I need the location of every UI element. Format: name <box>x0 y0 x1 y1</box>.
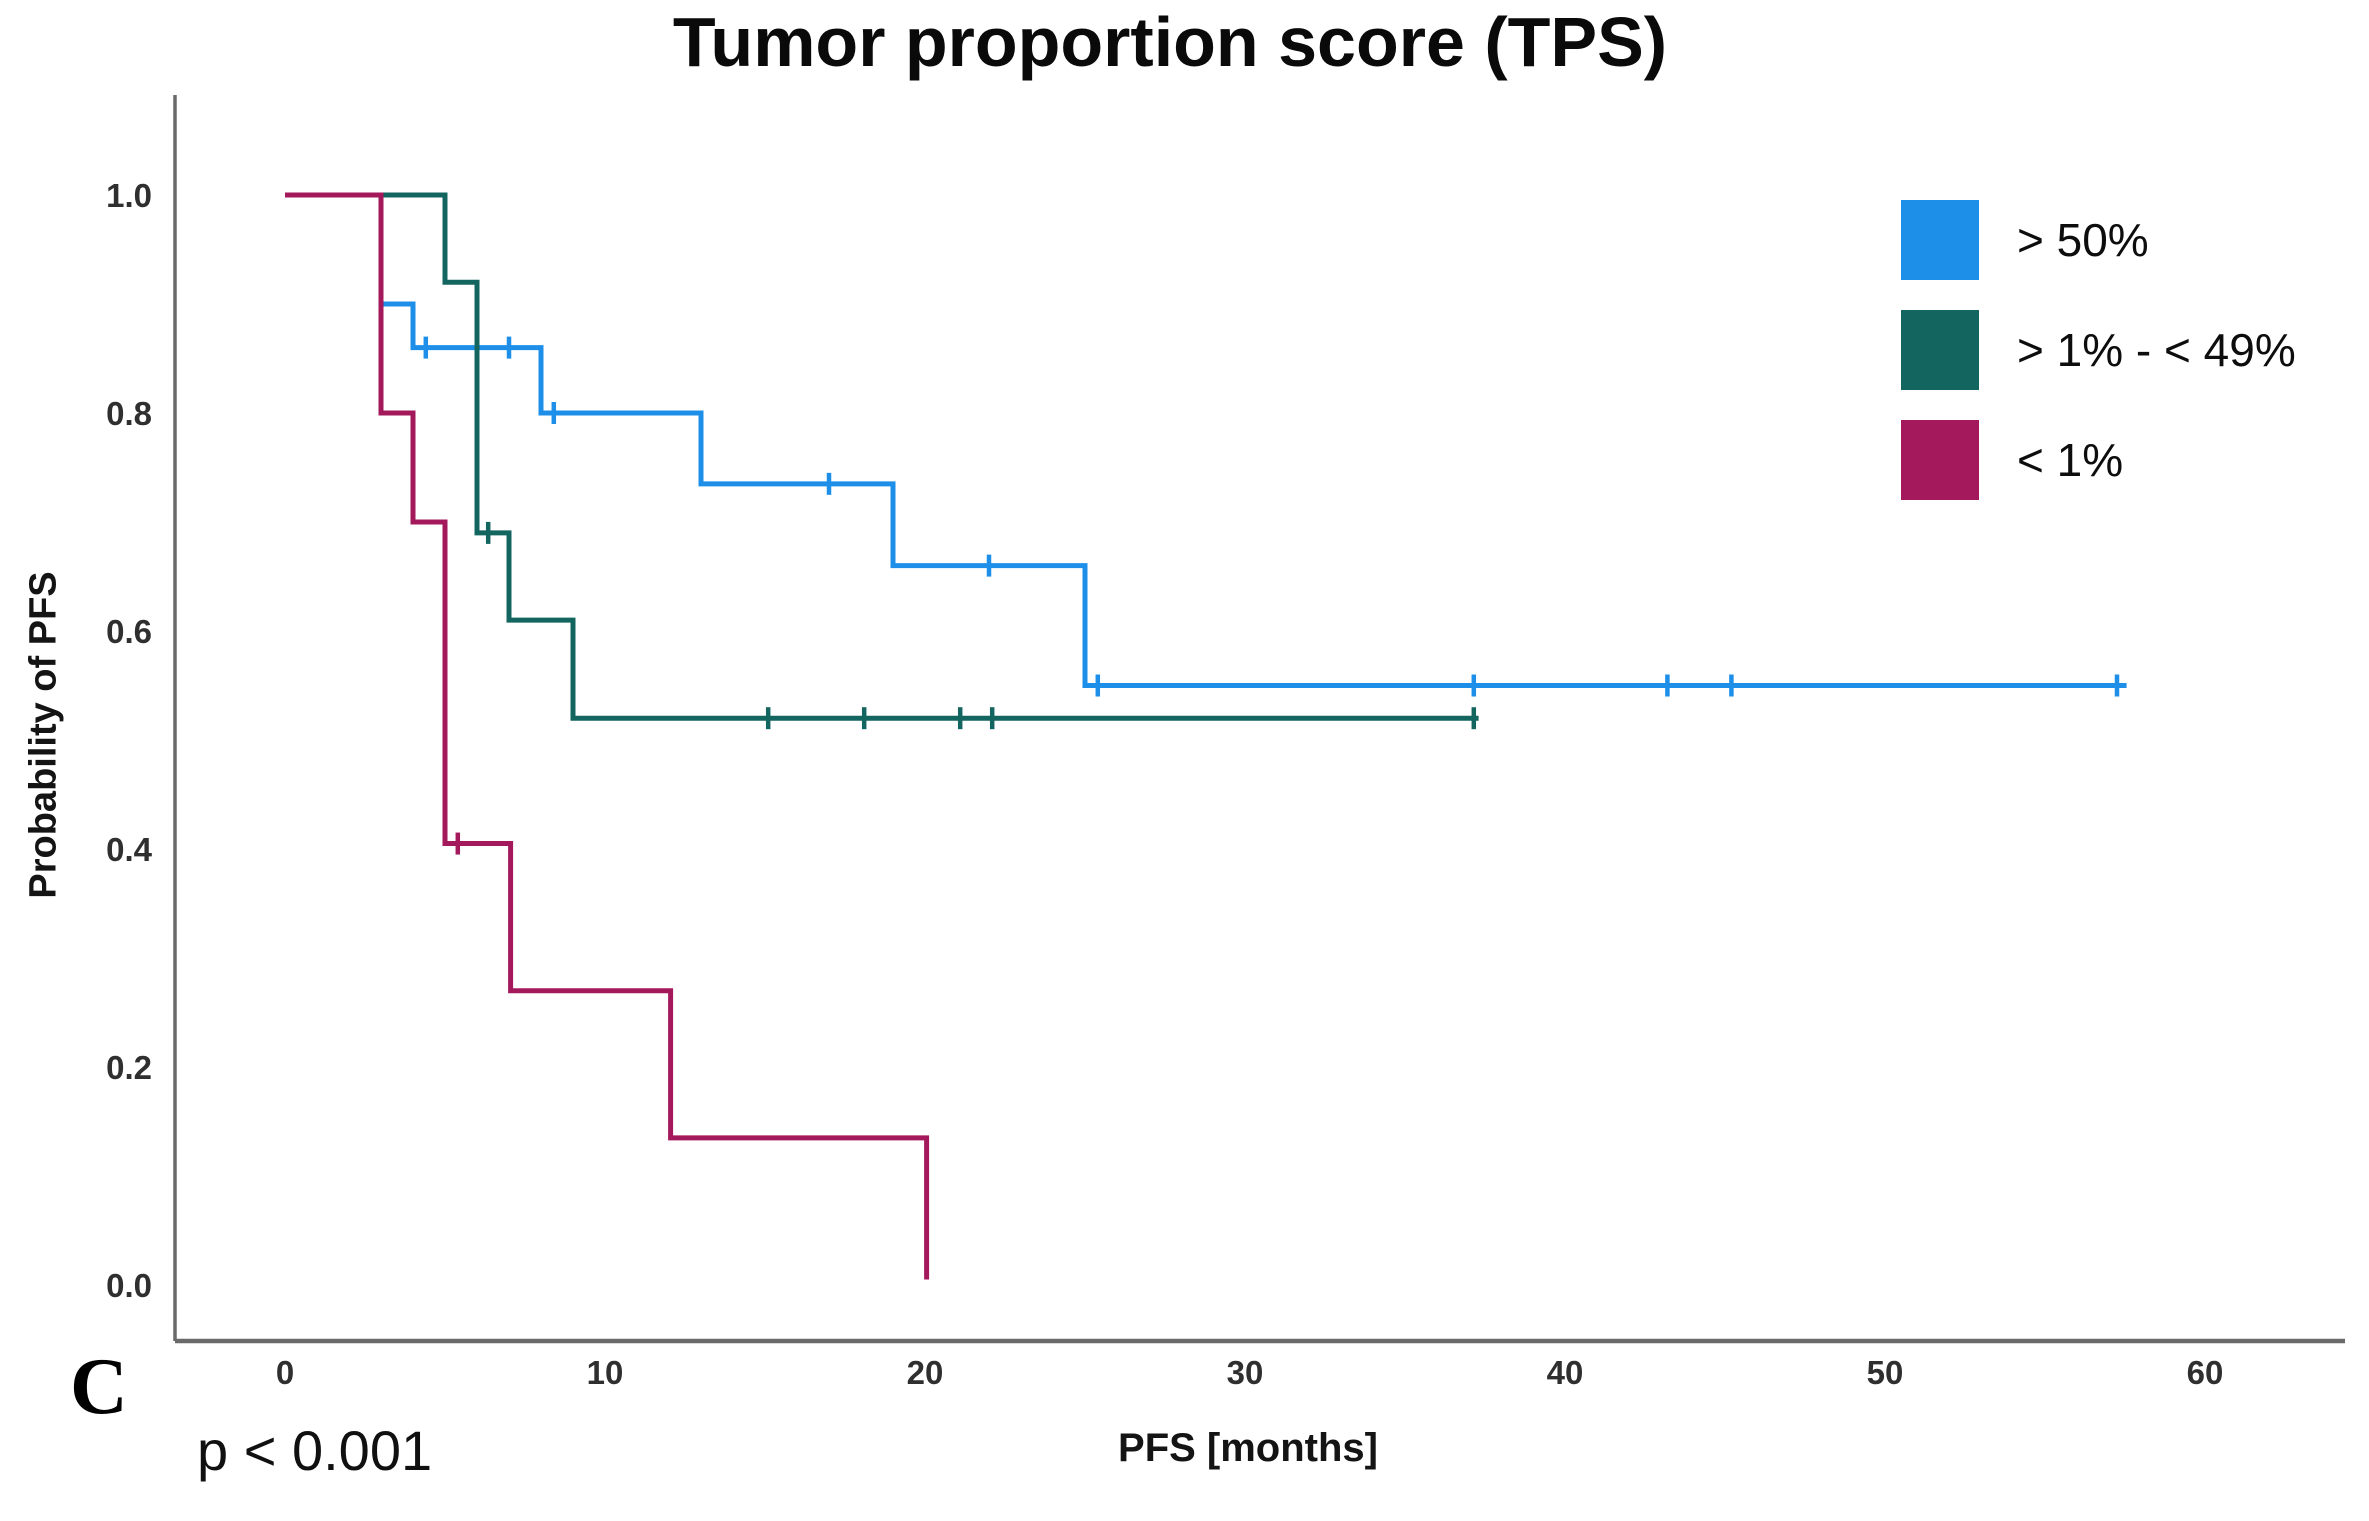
legend-item-lt1: < 1% <box>1901 420 2296 500</box>
x-tick-label: 50 <box>1867 1354 1904 1391</box>
legend-swatch-gt50 <box>1901 200 1979 280</box>
legend-label: < 1% <box>2017 434 2124 486</box>
y-tick-label: 1.0 <box>106 177 152 214</box>
panel-letter-label: C <box>70 1343 128 1431</box>
legend-item-1to49: > 1% - < 49% <box>1901 310 2296 390</box>
x-tick-label: 40 <box>1547 1354 1584 1391</box>
legend-swatch-lt1 <box>1901 420 1979 500</box>
x-tick-label: 20 <box>907 1354 944 1391</box>
legend-label: > 50% <box>2017 214 2149 266</box>
p-value-annotation: p < 0.001 <box>197 1419 433 1482</box>
km-curve-lt1 <box>285 192 930 1280</box>
y-axis-title: Probability of PFS <box>22 571 65 899</box>
legend-item-gt50: > 50% <box>1901 200 2296 280</box>
legend: > 50% > 1% - < 49% < 1% <box>1901 200 2296 500</box>
y-tick-label: 0.2 <box>106 1049 152 1086</box>
x-tick-label: 10 <box>587 1354 624 1391</box>
y-tick-label: 0.0 <box>106 1267 152 1304</box>
km-curve-1to49 <box>285 192 1479 721</box>
chart-title: Tumor proportion score (TPS) <box>672 3 1668 81</box>
x-tick-label: 30 <box>1227 1354 1264 1391</box>
km-curve-gt50 <box>285 192 2127 688</box>
x-tick-label: 60 <box>2187 1354 2224 1391</box>
y-tick-label: 0.8 <box>106 395 152 432</box>
y-tick-label: 0.4 <box>106 831 153 868</box>
legend-label: > 1% - < 49% <box>2017 324 2296 376</box>
x-tick-label: 0 <box>276 1354 294 1391</box>
y-tick-label: 0.6 <box>106 613 152 650</box>
x-axis-title: PFS [months] <box>1118 1426 1378 1470</box>
legend-swatch-1to49 <box>1901 310 1979 390</box>
